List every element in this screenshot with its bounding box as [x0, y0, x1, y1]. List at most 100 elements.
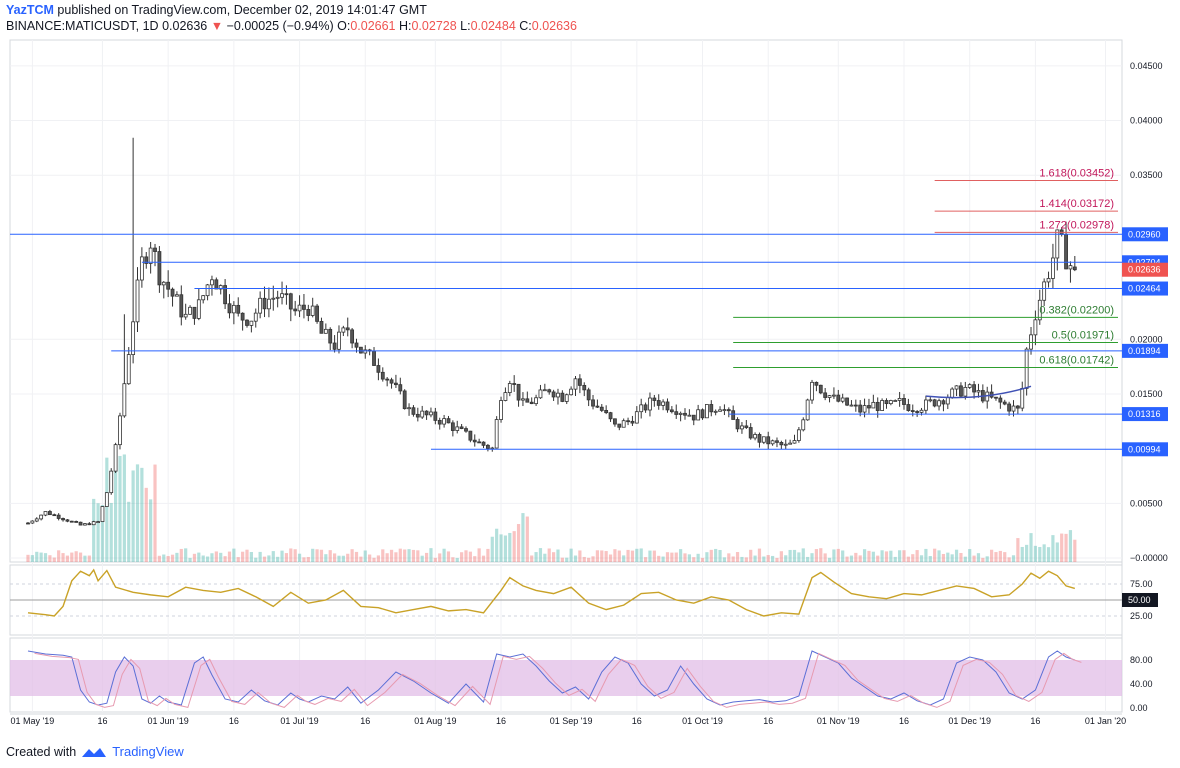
price-tick-label: 0.02000	[1130, 334, 1163, 344]
candle-body	[919, 409, 924, 413]
volume-bar	[214, 551, 218, 562]
candle-body	[442, 418, 447, 425]
level-tag	[1122, 281, 1168, 296]
volume-bar	[871, 551, 875, 562]
rsi-tick-label: 75.00	[1130, 579, 1153, 589]
volume-bar	[508, 532, 512, 562]
volume-bar	[442, 548, 446, 562]
trading-chart[interactable]: 01 May '19 16 01 Jun '19 16 01 Jul '19 16 01 A…	[0, 0, 1180, 740]
fib-label: 0.5(0.01971)	[1052, 329, 1114, 341]
x-tick-label: 01 Jun '19	[148, 716, 189, 726]
candle-body	[880, 400, 884, 411]
volume-bar	[35, 551, 39, 562]
volume-bar	[827, 557, 832, 562]
candle-body	[569, 388, 574, 396]
volume-bar	[376, 555, 380, 562]
level-tag-label: 0.02704	[1128, 257, 1161, 267]
volume-bar	[1051, 535, 1055, 562]
symbol-line: BINANCE:MATICUSDT, 1D 0.02636 ▼ −0.00025…	[6, 19, 577, 33]
volume-bar	[135, 464, 140, 562]
volume-bar	[188, 557, 192, 562]
volume-bar	[617, 550, 621, 562]
candle-body	[192, 306, 197, 319]
author-link[interactable]: YazTCM	[6, 3, 54, 17]
volume-bar	[714, 548, 718, 562]
candle-body	[341, 327, 346, 333]
candle-body	[626, 420, 630, 423]
candle-body	[924, 399, 928, 411]
candle-body	[402, 390, 407, 410]
candle-body	[135, 279, 140, 323]
candle-body	[494, 419, 499, 449]
volume-bar	[534, 552, 538, 562]
volume-bar	[683, 553, 687, 562]
candle-body	[376, 365, 381, 373]
volume-bar	[398, 548, 402, 562]
volume-bar	[210, 553, 214, 562]
candle-body	[538, 389, 543, 399]
volume-bar	[937, 550, 941, 562]
volume-bar	[131, 470, 135, 562]
candle-body	[407, 407, 411, 410]
candle-body	[424, 410, 429, 416]
candle-body	[836, 394, 841, 402]
volume-bar	[166, 556, 170, 562]
volume-bar	[841, 550, 845, 562]
volume-bar	[604, 551, 608, 562]
volume-bar	[578, 550, 582, 562]
candle-body	[954, 385, 959, 390]
volume-bar	[1020, 546, 1024, 562]
volume-bar	[205, 556, 210, 562]
volume-bar	[512, 531, 516, 562]
candle-body	[306, 309, 311, 316]
volume-bar	[381, 549, 385, 562]
volume-bar	[267, 555, 271, 562]
volume-bar	[880, 550, 884, 562]
candle-body	[718, 409, 722, 412]
candle-body	[411, 407, 416, 415]
open-value: 0.02661	[350, 19, 396, 33]
candle-body	[582, 384, 587, 391]
volume-bar	[591, 556, 595, 562]
candle-body	[1015, 405, 1020, 409]
volume-bar	[600, 550, 604, 562]
candle-body	[30, 520, 35, 524]
volume-bar	[832, 549, 836, 562]
volume-bar	[613, 549, 617, 562]
volume-bar	[635, 548, 639, 562]
candle-body	[39, 514, 44, 520]
volume-bar	[898, 550, 902, 562]
tradingview-brand[interactable]: TradingView	[112, 744, 184, 759]
volume-bar	[968, 549, 972, 562]
volume-bar	[451, 557, 455, 562]
candle-body	[131, 321, 136, 355]
volume-bar	[315, 549, 319, 562]
volume-bar	[1068, 530, 1073, 562]
candle-body	[648, 397, 652, 411]
x-tick-label: 01 Sep '19	[550, 716, 593, 726]
x-tick-label: 01 Jan '20	[1085, 716, 1126, 726]
volume-bar	[919, 555, 924, 562]
x-tick-label: 01 Oct '19	[682, 716, 723, 726]
volume-bar	[30, 555, 34, 562]
volume-bar	[582, 556, 586, 562]
candle-body	[832, 394, 836, 397]
volume-bar	[368, 554, 372, 562]
x-tick-label: 16	[229, 716, 239, 726]
volume-bar	[753, 555, 757, 562]
candle-body	[52, 514, 57, 517]
volume-bar	[1016, 538, 1020, 562]
candle-body	[61, 518, 65, 521]
volume-bar	[1055, 542, 1059, 562]
price-tick-label: 0.03500	[1130, 170, 1163, 180]
volume-bar	[389, 549, 394, 562]
candle-body	[551, 391, 556, 398]
volume-bar	[819, 548, 823, 562]
volume-bar	[61, 553, 65, 562]
candle-body	[1064, 234, 1068, 270]
volume-bar	[96, 503, 100, 562]
high-value: 0.02728	[411, 19, 457, 33]
volume-bar	[771, 555, 775, 562]
volume-bar	[981, 557, 985, 562]
candle-body	[464, 428, 468, 432]
